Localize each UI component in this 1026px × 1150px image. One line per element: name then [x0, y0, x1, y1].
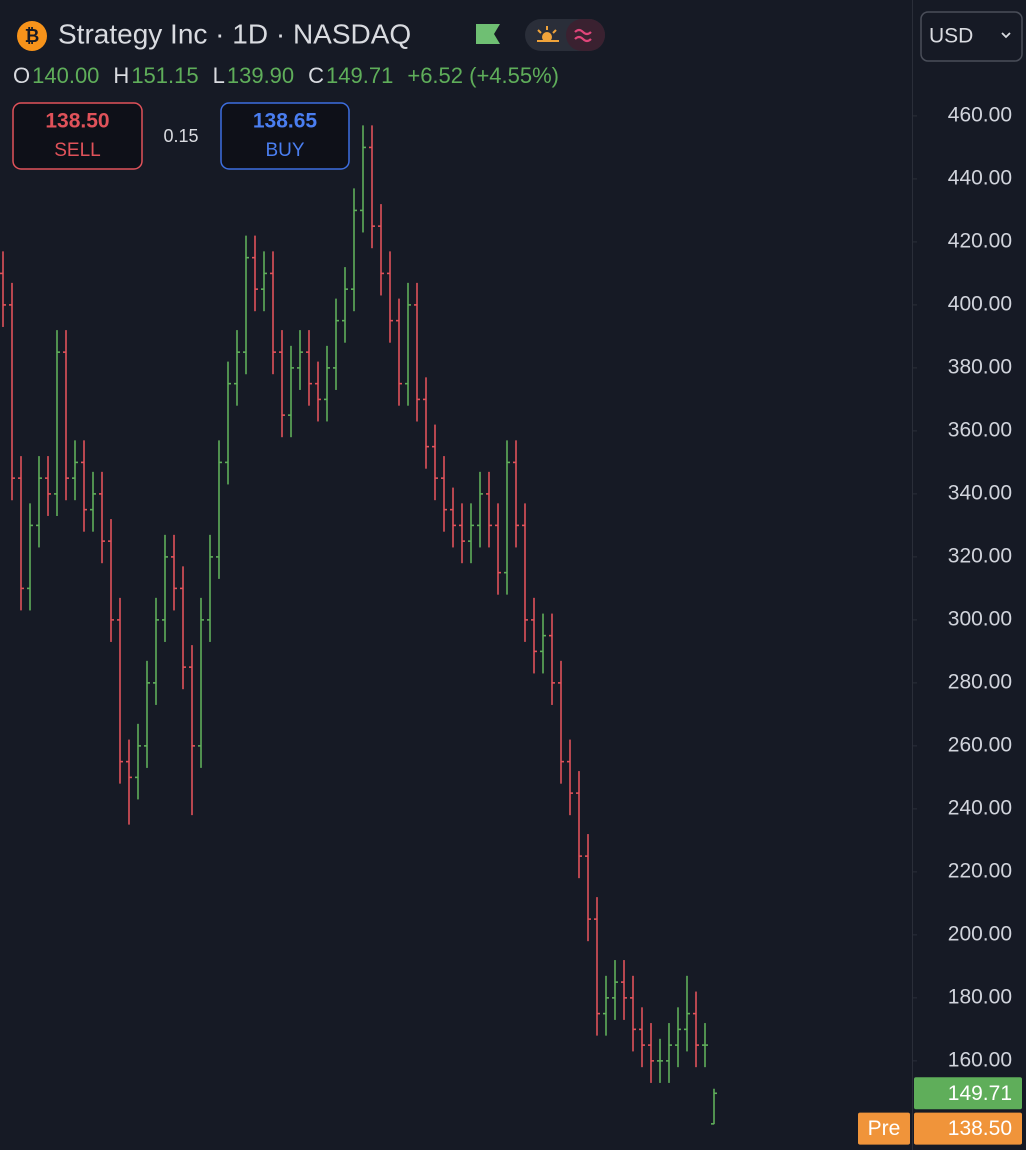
sun-icon	[542, 32, 552, 42]
currency: USD	[929, 25, 973, 48]
y-tick-label: 380.00	[948, 355, 1012, 378]
price-tag	[914, 1112, 1022, 1145]
currency-select[interactable]	[920, 11, 1023, 62]
y-tick-label: 240.00	[948, 796, 1012, 819]
wave-icon	[574, 28, 592, 43]
y-tick-label: 460.00	[948, 103, 1012, 126]
y-tick-label: 160.00	[948, 1048, 1012, 1071]
y-tick-label: 400.00	[948, 292, 1012, 315]
y-tick-label: 300.00	[948, 607, 1012, 630]
y-tick-label: 320.00	[948, 544, 1012, 567]
ohlc-value: 140.00	[32, 63, 99, 88]
buy-price: 138.65	[253, 110, 318, 133]
ohlc-value: 139.90	[227, 63, 294, 88]
flag-icon[interactable]	[476, 24, 500, 44]
sun-rays	[537, 26, 559, 42]
y-tick-label: 220.00	[948, 859, 1012, 882]
symbol-title[interactable]: Strategy Inc · 1D · NASDAQ	[58, 18, 411, 49]
y-tick-label: 360.00	[948, 418, 1012, 441]
y-tick-label: 260.00	[948, 733, 1012, 756]
spread: 0.15	[163, 126, 198, 146]
y-tick-label: 340.00	[948, 481, 1012, 504]
y-tick-label: 200.00	[948, 922, 1012, 945]
change: +6.52 (+4.55%)	[407, 63, 559, 88]
price-axis: 160.00 180.00 200.00 220.00 240.00 260.00 280.…	[858, 103, 1022, 1145]
ohlc-value: 149.71	[326, 63, 393, 88]
wave-bg	[566, 19, 605, 51]
y-tick-label: 420.00	[948, 229, 1012, 252]
price-tag-name-bg	[858, 1112, 910, 1145]
buy-label: BUY	[265, 140, 304, 161]
select-chevron	[1001, 32, 1011, 39]
ohlc-row: O 140.00 H 151.15 L 139.90 C 149.71	[13, 63, 393, 88]
ohlc-key: L	[213, 63, 225, 88]
sell-button[interactable]	[12, 102, 143, 170]
y-tick-label: 440.00	[948, 166, 1012, 189]
ohlc-key: H	[113, 63, 129, 88]
ohlc-key: C	[308, 63, 324, 88]
symbol-icon	[17, 21, 47, 51]
buy-button[interactable]	[220, 102, 350, 170]
ohlc-key: O	[13, 63, 30, 88]
price-tag	[914, 1077, 1022, 1110]
sell-label: SELL	[54, 140, 100, 161]
y-tick-label: 280.00	[948, 670, 1012, 693]
price-tag-name: Pre	[868, 1117, 901, 1140]
sell-price: 138.50	[45, 110, 109, 133]
price-tag-label: 149.71	[948, 1082, 1012, 1105]
plot	[0, 125, 717, 1125]
ohlc-value: 151.15	[131, 63, 198, 88]
price-tag-label: 138.50	[948, 1117, 1012, 1140]
symbol-icon-glyph: ₿	[25, 26, 40, 46]
y-tick-label: 180.00	[948, 985, 1012, 1008]
